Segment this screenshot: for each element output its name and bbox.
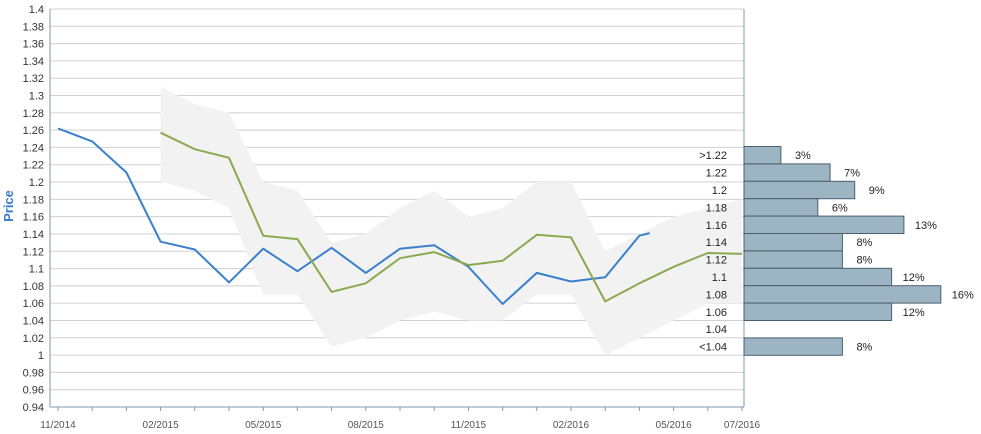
- distribution-bar: [743, 146, 782, 165]
- axes: [49, 9, 745, 411]
- series-lines: [57, 127, 743, 305]
- distribution-bar-value: 12%: [903, 272, 925, 284]
- y-tick-label: 1.22: [23, 160, 44, 172]
- x-tick-label: 08/2015: [348, 420, 385, 431]
- y-tick-label: 1: [38, 350, 44, 362]
- distribution-bar-value: 8%: [856, 255, 872, 267]
- distribution-bar: [743, 163, 831, 182]
- y-tick-label: 1.32: [23, 73, 44, 85]
- y-tick-label: 1.04: [23, 315, 44, 327]
- x-tick-label: 02/2016: [553, 420, 590, 431]
- distribution-bin-label: >1.22: [699, 150, 727, 162]
- y-tick-label: 1.16: [23, 212, 44, 224]
- y-tick-label: 1.06: [23, 298, 44, 310]
- distribution-bar: [743, 198, 819, 217]
- distribution-bar: [743, 250, 843, 269]
- distribution-bin-label: 1.22: [706, 168, 727, 180]
- y-tick-label: 1.38: [23, 21, 44, 33]
- distribution-bin-label: 1.08: [706, 289, 727, 301]
- x-tick-label: 05/2016: [656, 420, 693, 431]
- distribution-bar-value: 16%: [952, 289, 974, 301]
- x-tick-label: 02/2015: [143, 420, 180, 431]
- distribution-bar: [743, 233, 843, 252]
- y-tick-label: 1.02: [23, 333, 44, 345]
- distribution-bar: [743, 180, 856, 200]
- distribution-bar-value: 7%: [844, 168, 860, 180]
- distribution-bar-value: 13%: [915, 220, 937, 232]
- x-tick-label: 07/2016: [724, 420, 761, 431]
- distribution-bar: [743, 215, 905, 235]
- distribution-bin-label: 1.16: [706, 220, 727, 232]
- y-tick-label: 1.18: [23, 194, 44, 206]
- y-tick-label: 1.3: [29, 91, 44, 103]
- x-axis-tick-labels: 11/2014 02/2015 05/2015 08/2015 11/2015 02/20…: [40, 420, 760, 431]
- y-axis-tick-labels: 0.94 0.96 0.98 1 1.02 1.04 1.06 1.08 1.1 1.12 1.14…: [23, 4, 44, 414]
- distribution-bar-value: 8%: [856, 342, 872, 354]
- grid-lines: [50, 8, 744, 408]
- y-axis-label: Price: [1, 190, 16, 222]
- distribution-bar-value: 8%: [856, 237, 872, 249]
- y-tick-label: 1.14: [23, 229, 44, 241]
- distribution-bar-value: 12%: [903, 307, 925, 319]
- distribution-bar: [743, 337, 843, 356]
- series-line-forecast: [160, 131, 743, 303]
- y-tick-label: 1.2: [29, 177, 44, 189]
- distribution-bar: [743, 285, 942, 304]
- forecast-confidence-band: [160, 86, 743, 356]
- distribution-bin-label: 1.18: [706, 202, 727, 214]
- distribution-bin-label: 1.06: [706, 307, 727, 319]
- y-tick-label: 1.28: [23, 108, 44, 120]
- confidence-band-area: [160, 86, 743, 356]
- y-tick-label: 0.96: [23, 385, 44, 397]
- distribution-bar-value: 6%: [832, 202, 848, 214]
- y-tick-label: 1.1: [29, 264, 44, 276]
- y-tick-label: 0.98: [23, 367, 44, 379]
- y-tick-label: 1.12: [23, 246, 44, 258]
- y-tick-label: 0.94: [23, 402, 44, 414]
- y-tick-label: 1.08: [23, 281, 44, 293]
- distribution-bin-label: 1.2: [712, 185, 727, 197]
- distribution-bar: [743, 267, 893, 287]
- x-tick-label: 05/2015: [245, 420, 282, 431]
- distribution-bar-value: 9%: [869, 185, 885, 197]
- series-line-actual: [57, 127, 650, 305]
- distribution-bar-value: 3%: [795, 150, 811, 162]
- y-tick-label: 1.24: [23, 142, 44, 154]
- distribution-bin-label: 1.14: [706, 237, 727, 249]
- distribution-bin-label: 1.04: [706, 324, 727, 336]
- x-tick-label: 11/2015: [451, 420, 487, 431]
- y-tick-label: 1.34: [23, 56, 44, 68]
- distribution-bin-label: <1.04: [699, 342, 727, 354]
- distribution-bar: [743, 302, 893, 322]
- y-tick-label: 1.36: [23, 39, 44, 51]
- distribution-bars: >1.22 3% 1.22 7% 1.2 9% 1.18 6% 1.16 13% 1.14 8% 1.1…: [699, 146, 974, 356]
- distribution-bin-label: 1.12: [706, 255, 727, 267]
- y-tick-label: 1.4: [29, 4, 44, 16]
- y-tick-label: 1.26: [23, 125, 44, 137]
- distribution-bin-label: 1.1: [712, 272, 727, 284]
- x-tick-label: 11/2014: [40, 420, 76, 431]
